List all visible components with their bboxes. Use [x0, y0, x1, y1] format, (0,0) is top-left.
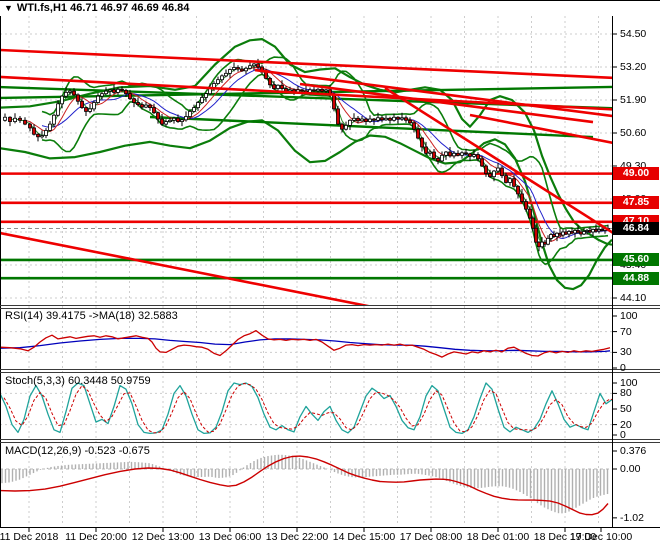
- price-level-tag: 46.84: [613, 221, 659, 235]
- time-tick-label: 11 Dec 2018: [0, 531, 59, 543]
- price-level-tag: 44.88: [613, 271, 659, 285]
- stoch-label: Stoch(5,3,3) 60.3448 50.9759: [5, 375, 151, 387]
- time-tick-label: 12 Dec 13:00: [131, 531, 195, 543]
- time-tick-label: 17 Dec 08:00: [399, 531, 463, 543]
- macd-tick-label: 0.00: [620, 463, 641, 475]
- stoch-tick-label: 50: [620, 403, 632, 415]
- price-tick-label: 50.60: [620, 127, 647, 139]
- price-level-tag: 45.60: [613, 253, 659, 267]
- triangle-down-icon: ▼: [4, 3, 13, 13]
- stoch-tick-label: 100: [620, 377, 638, 389]
- price-tick-label: 44.10: [620, 292, 647, 304]
- macd-tick-label: -1.02: [620, 511, 644, 524]
- symbol-ohlc-text: WTI.fs,H1 46.71 46.97 46.69 46.84: [16, 2, 190, 14]
- time-tick-label: 11 Dec 20:00: [65, 531, 127, 543]
- price-tick-label: 51.90: [620, 94, 647, 106]
- rsi-tick-label: 100: [620, 310, 638, 322]
- rsi-tick-label: 0: [620, 362, 626, 374]
- price-level-tag: 47.85: [613, 196, 659, 210]
- time-tick-label: 18 Dec 17:00: [533, 531, 597, 543]
- time-tick-label: 13 Dec 22:00: [265, 531, 329, 543]
- time-tick-label: 19 Dec 10:00: [569, 531, 633, 543]
- symbol-title: ▼ WTI.fs,H1 46.71 46.97 46.69 46.84: [4, 1, 189, 15]
- rsi-label: RSI(14) 39.4175 ->MA(18) 32.5883: [5, 310, 178, 322]
- rsi-tick-label: 70: [620, 325, 632, 338]
- time-tick-label: 14 Dec 15:00: [332, 531, 396, 543]
- rsi-tick-label: 30: [620, 346, 632, 359]
- stoch-tick-label: 0: [620, 429, 626, 441]
- time-tick-label: 18 Dec 01:00: [466, 531, 530, 543]
- price-level-tag: 49.00: [613, 167, 659, 181]
- time-tick-label: 13 Dec 06:00: [198, 531, 262, 543]
- stoch-tick-label: 80: [620, 387, 632, 400]
- price-tick-label: 54.50: [620, 28, 647, 40]
- macd-tick-label: 0.376: [620, 444, 647, 457]
- macd-label: MACD(12,26,9) -0.523 -0.675: [5, 445, 150, 457]
- price-tick-label: 53.20: [620, 61, 647, 73]
- stoch-tick-label: 20: [620, 418, 632, 431]
